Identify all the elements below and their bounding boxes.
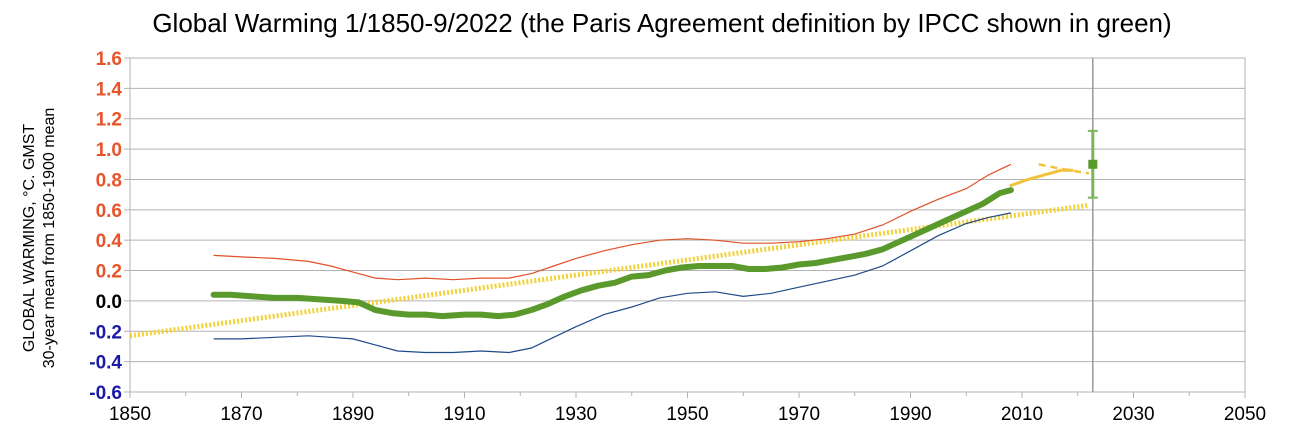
y-tick-label: -0.6 [89, 383, 122, 404]
y-tick-label: 0.4 [96, 231, 123, 252]
y-tick-label: -0.2 [89, 322, 122, 343]
x-tick-labels: 1850 1870 1890 1910 1930 1950 1970 1990 2010 2030… [109, 404, 1266, 425]
series-line-linear-trend [129, 202, 1090, 339]
x-tick-label: 1850 [109, 404, 151, 425]
y-tick-label: 0.2 [96, 262, 122, 283]
chart-title: Global Warming 1/1850-9/2022 (the Paris … [152, 8, 1171, 38]
series-line-projection [1038, 163, 1090, 175]
series-line-30-year-mean-ipcc-definition [210, 187, 1014, 320]
y-tick-label: 0.0 [96, 292, 122, 313]
y-axis-label-line2: 30-year mean from 1850-1900 mean [41, 108, 58, 369]
x-tick-label: 2010 [1001, 404, 1043, 425]
y-tick-label: 1.2 [96, 110, 122, 131]
y-tick-label: -0.4 [89, 353, 122, 374]
y-tick-label: 0.8 [96, 170, 122, 191]
y-tick-labels: -0.6 -0.4 -0.2 0.0 0.2 0.4 0.6 0.8 1.0 1.2 1.4 1.6 [89, 49, 122, 404]
y-tick-label: 0.6 [96, 201, 122, 222]
x-tick-label: 2050 [1224, 404, 1266, 425]
series-line-lower-bound [213, 212, 1012, 354]
series [129, 163, 1090, 354]
x-tick-label: 1930 [555, 404, 597, 425]
x-tick-label: 1910 [443, 404, 485, 425]
y-tick-label: 1.0 [96, 140, 122, 161]
y-axis-label: GLOBAL WARMING, °C. GMST 30-year mean fr… [21, 108, 58, 369]
x-tick-label: 1970 [778, 404, 820, 425]
x-tick-label: 1990 [889, 404, 931, 425]
annotations [1087, 58, 1098, 392]
x-tick-label: 1890 [332, 404, 374, 425]
plot-frame [129, 57, 1246, 393]
point-estimate-marker [1088, 159, 1098, 169]
x-tick-label: 2030 [1112, 404, 1154, 425]
grid [124, 57, 1246, 398]
x-tick-label: 1950 [666, 404, 708, 425]
series-line-upper-bound [213, 163, 1012, 281]
x-tick-label: 1870 [220, 404, 262, 425]
y-tick-label: 1.6 [96, 49, 122, 70]
y-tick-label: 1.4 [96, 79, 123, 100]
series-line-recent-estimate [1009, 168, 1074, 187]
plot-border [129, 57, 1246, 393]
y-axis-label-line1: GLOBAL WARMING, °C. GMST [21, 124, 38, 353]
